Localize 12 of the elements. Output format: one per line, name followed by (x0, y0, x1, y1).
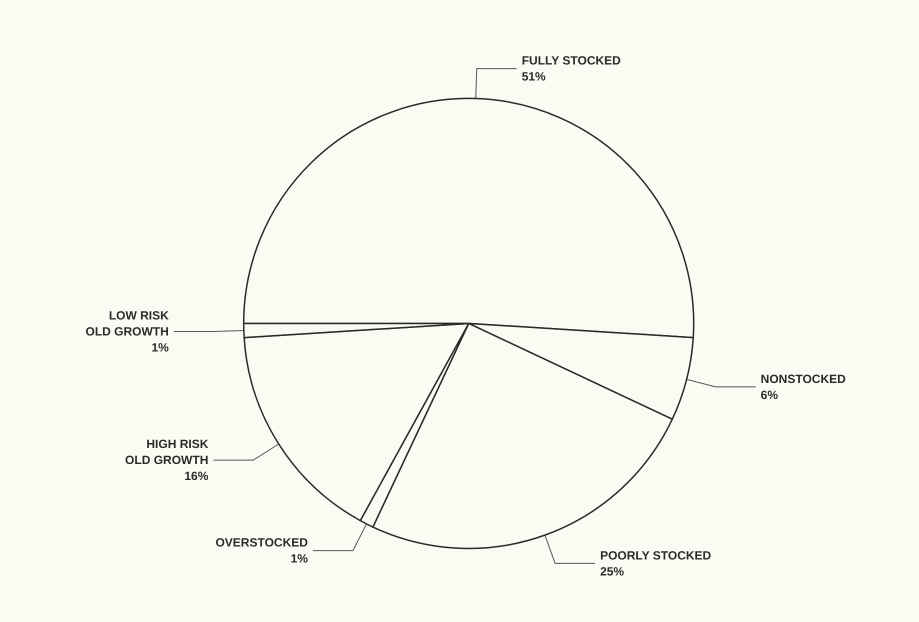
slice-label: LOW RISK OLD GROWTH (85, 308, 170, 338)
data-label: 25% (600, 564, 624, 578)
slice-label: NONSTOCKED (760, 372, 846, 386)
data-label: 16% (184, 469, 209, 484)
slice-label: POORLY STOCKED (600, 548, 712, 562)
data-label: 1% (151, 340, 170, 354)
slice-label: OVERSTOCKED (215, 536, 308, 550)
slice-label: FULLY STOCKED (522, 54, 622, 68)
data-label: 51% (522, 70, 546, 84)
slice-label: HIGH RISK OLD GROWTH (125, 437, 209, 468)
data-label: 1% (290, 552, 308, 566)
data-label: 6% (760, 388, 778, 402)
